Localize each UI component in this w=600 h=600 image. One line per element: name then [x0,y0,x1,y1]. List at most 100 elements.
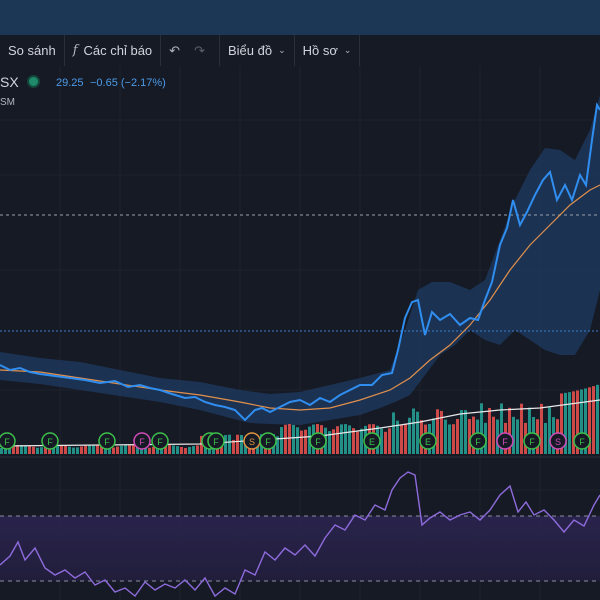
event-marker-label: F [47,437,53,447]
volume-bar [336,426,339,454]
event-marker[interactable]: F [207,432,225,450]
volume-bar [236,434,239,454]
event-marker[interactable]: F [133,432,151,450]
indicators-button[interactable]: 𝑓 Các chỉ báo [65,35,160,66]
event-marker[interactable]: S [243,432,261,450]
volume-bar [188,446,191,454]
volume-bar [352,428,355,454]
volume-bar [76,447,79,454]
volume-bar [32,446,35,454]
series-sub-label: SM [0,97,15,108]
volume-bar [156,445,159,454]
volume-bar [196,445,199,454]
volume-bar [112,447,115,454]
volume-bar [440,410,443,454]
volume-bar [480,403,483,454]
event-marker-circle [98,432,116,450]
volume-bar [120,445,123,454]
volume-bar [44,446,47,454]
event-marker[interactable]: F [151,432,169,450]
event-marker-circle [419,432,437,450]
volume-bar [28,445,31,454]
volume-bar [404,423,407,454]
event-marker[interactable]: F [41,432,59,450]
event-marker[interactable]: F [469,432,487,450]
volume-bar [560,393,563,454]
event-marker-circle [0,432,16,450]
event-marker[interactable]: E [363,432,381,450]
toolbar-divider [359,35,361,66]
event-marker-circle [363,432,381,450]
volume-bar [60,445,63,454]
volume-bar [104,446,107,454]
symbol-label[interactable]: SX [0,74,19,90]
volume-bar [172,445,175,454]
volume-bar [96,445,99,454]
market-status-icon [29,77,38,86]
event-marker-circle [573,432,591,450]
volume-bar [132,445,135,454]
volume-bar [436,409,439,454]
profile-menu-button[interactable]: Hồ sơ ⌄ [295,35,360,66]
redo-icon: ↷ [194,42,205,58]
event-marker[interactable]: F [523,432,541,450]
volume-bar [16,445,19,454]
event-marker[interactable]: F [98,432,116,450]
volume-bar [380,428,383,454]
volume-bar [52,445,55,454]
volume-bar [240,435,243,454]
event-marker-label: E [369,437,375,447]
event-marker[interactable]: F [309,432,327,450]
volume-bar [12,445,15,454]
event-marker-label: F [213,437,219,447]
volume-bar [408,417,411,454]
event-marker-circle [151,432,169,450]
undo-button[interactable]: ↶ [161,35,194,66]
redo-button[interactable]: ↷ [194,35,219,66]
volume-bar [64,445,67,454]
compare-button[interactable]: So sánh [0,35,64,66]
volume-bar [540,403,543,454]
event-marker-label: F [265,437,271,447]
event-marker[interactable]: E [419,432,437,450]
volume-bar [144,447,147,454]
volume-bar [152,446,155,454]
volume-bar [100,445,103,454]
event-marker-label: F [529,437,535,447]
event-marker-circle [523,432,541,450]
volume-bar [548,407,551,454]
volume-bar [356,431,359,454]
volume-bar [148,447,151,454]
volume-bar [348,425,351,454]
volume-bar [36,447,39,454]
profile-menu-label: Hồ sơ [302,43,338,58]
volume-bar [300,430,303,454]
volume-bar [288,424,291,454]
volume-bar [84,445,87,454]
event-marker[interactable]: F [496,432,514,450]
chart-menu-label: Biểu đồ [227,43,273,58]
event-marker-label: S [249,437,255,447]
volume-bar [160,445,163,454]
volume-bar [400,424,403,454]
price-chart[interactable]: FFFFFFFSFFEEFFFSF [0,66,600,600]
volume-average-line [0,399,600,447]
volume-bar [588,387,591,454]
event-marker[interactable]: F [0,432,16,450]
undo-icon: ↶ [169,42,181,58]
volume-bar [24,445,27,454]
event-marker[interactable]: S [549,432,567,450]
volume-bar [304,429,307,454]
event-marker-circle [133,432,151,450]
volume-bar [396,420,399,454]
event-marker[interactable]: F [573,432,591,450]
chart-menu-button[interactable]: Biểu đồ ⌄ [220,35,294,66]
volume-bar [584,388,587,454]
volume-bar [332,429,335,454]
volume-bar [568,392,571,454]
volume-bar [136,445,139,454]
event-marker[interactable]: F [259,432,277,450]
volume-bar [80,446,83,454]
volume-bar [108,447,111,454]
volume-bar [580,389,583,454]
